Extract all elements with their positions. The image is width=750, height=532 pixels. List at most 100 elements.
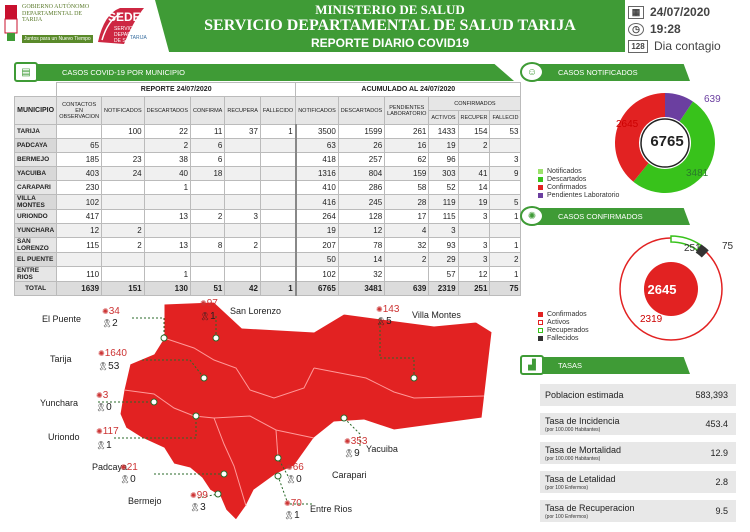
gob-tag: Juntos para un Nuevo Tiempo <box>22 35 93 43</box>
virus-icon: ✺ <box>190 491 197 500</box>
table-cell: 32 <box>384 237 430 253</box>
notificados-label-pendientes: 639 <box>704 94 721 105</box>
table-cell: 151 <box>101 281 145 296</box>
table-cell: 13 <box>143 209 192 224</box>
confirmados-donut <box>619 235 723 341</box>
col-fallecido: FALLECIDO <box>259 96 297 125</box>
report-date: 24/07/2020 <box>650 5 711 19</box>
municipio-table: REPORTE 24/07/2020 ACUMULADO AL 24/07/20… <box>13 82 522 296</box>
table-cell: 19 <box>457 194 491 210</box>
table-cell <box>259 223 297 238</box>
table-cell: 11 <box>190 124 226 139</box>
table-cell: 207 <box>294 237 339 253</box>
map-place-deaths: 🎗1 <box>96 440 112 451</box>
header: GOBIERNO AUTÓNOMO DEPARTAMENTAL DE TARIJ… <box>0 0 750 54</box>
table-cell: 2 <box>190 209 226 224</box>
department-map: El Puente ✺34 🎗2 San Lorenzo ✺97 🎗1 Villa Mont… <box>14 298 515 527</box>
tasa-row: Tasa de Recuperacion (por 100 Enfermos) 9.… <box>540 500 736 522</box>
table-cell: 1 <box>489 237 522 253</box>
tasa-label: Tasa de Mortalidad <box>545 445 622 455</box>
virus-icon: ✺ <box>96 427 103 436</box>
table-cell: 24 <box>101 166 145 181</box>
table-cell: 51 <box>190 281 226 296</box>
table-cell: 1 <box>143 266 192 282</box>
col-recupera: RECUPERA <box>224 96 261 125</box>
confirmados-section-bar: CASOS CONFIRMADOS <box>532 208 690 225</box>
virus-icon: ✺ <box>286 463 293 472</box>
table-cell <box>224 152 261 167</box>
slice-pendientes <box>665 93 693 122</box>
table-cell <box>56 252 103 267</box>
table-cell: 403 <box>56 166 103 181</box>
table-cell <box>101 252 145 267</box>
tasa-value: 9.5 <box>715 506 728 516</box>
table-cell: 93 <box>428 237 459 253</box>
table-cell <box>489 138 522 153</box>
table-cell <box>224 166 261 181</box>
time-row: ◷ 19:28 <box>628 22 681 37</box>
table-cell: 3 <box>489 152 522 167</box>
calendar-icon: ▦ <box>628 6 644 20</box>
donut-center <box>640 118 690 168</box>
table-cell: 639 <box>384 281 430 296</box>
table-cell <box>224 252 261 267</box>
notificados-donut <box>615 93 715 193</box>
table-cell: 63 <box>294 138 339 153</box>
table-cell <box>224 138 261 153</box>
table-cell: 12 <box>56 223 103 238</box>
bar-chart-icon: ▟ <box>520 355 544 375</box>
table-cell: 53 <box>489 124 522 139</box>
ribbon-icon: 🎗 <box>344 449 355 458</box>
virus-icon: ✺ <box>98 349 105 358</box>
date-row: ▦ 24/07/2020 <box>628 5 711 20</box>
map-place-cases: ✺70 <box>284 498 302 509</box>
municipio-name: VILLA MONTES <box>13 194 58 210</box>
table-cell: 1639 <box>56 281 103 296</box>
table-cell: 8 <box>190 237 226 253</box>
map-place-deaths: 🎗5 <box>376 316 392 327</box>
table-cell: 257 <box>337 152 386 167</box>
table-cell: 3481 <box>337 281 386 296</box>
tasa-label: Poblacion estimada <box>545 390 624 400</box>
table-cell: 119 <box>428 194 459 210</box>
map-place-name: Uriondo <box>48 432 80 442</box>
map-place-deaths: 🎗0 <box>120 474 136 485</box>
notificados-legend: Notificados Descartados Confirmados Pend… <box>538 168 619 200</box>
municipio-header: MUNICIPIO <box>13 96 58 125</box>
ministry-title: MINISTERIO DE SALUD <box>315 2 465 17</box>
map-place-cases: ✺143 <box>376 304 400 315</box>
municipio-name: ENTRE RIOS <box>13 266 58 282</box>
table-cell: 230 <box>56 180 103 195</box>
map-place-name: Yunchara <box>40 398 79 408</box>
table-cell: 3 <box>457 237 491 253</box>
table-cell <box>259 209 297 224</box>
table-cell <box>190 266 226 282</box>
col-confirma: CONFIRMA <box>190 96 226 125</box>
map-place-cases: ✺1640 <box>98 348 127 359</box>
tasa-sub: (por 100.000 Habitantes) <box>545 427 601 433</box>
table-cell: 115 <box>56 237 103 253</box>
virus-icon: ✺ <box>200 299 207 308</box>
table-cell <box>259 138 297 153</box>
table-cell: 29 <box>428 252 459 267</box>
donut-center-confirmados <box>644 262 698 316</box>
col-notificados: NOTIFICADOS <box>101 96 145 125</box>
tasa-value: 12.9 <box>710 448 728 458</box>
map-place-name: El Puente <box>42 314 82 324</box>
table-cell: 245 <box>337 194 386 210</box>
notificados-section-bar: CASOS NOTIFICADOS <box>532 64 690 81</box>
table-cell: 110 <box>56 266 103 282</box>
table-cell: 14 <box>457 180 491 195</box>
map-place-cases: ✺3 <box>96 390 109 401</box>
table-cell: 1 <box>489 209 522 224</box>
ribbon-icon: 🎗 <box>376 317 387 326</box>
map-place-cases: ✺117 <box>96 426 119 437</box>
map-shape <box>98 301 493 521</box>
map-place-deaths: 🎗0 <box>96 402 112 413</box>
table-cell: 3 <box>224 209 261 224</box>
municipio-name: YUNCHARA <box>13 223 58 238</box>
virus-icon: ✺ <box>102 307 109 316</box>
col-activos: ACTIVOS <box>428 110 459 125</box>
virus-icon: ✺ <box>344 437 351 446</box>
municipio-name: CARAPARI <box>13 180 58 195</box>
